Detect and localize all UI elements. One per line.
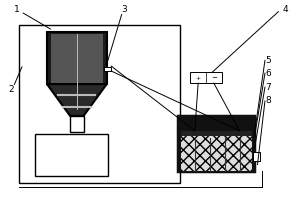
Bar bbox=[253, 152, 260, 161]
Text: −: − bbox=[211, 75, 217, 81]
Bar bbox=[35, 134, 108, 176]
Text: 7: 7 bbox=[265, 83, 271, 92]
Bar bbox=[19, 25, 180, 183]
Bar bbox=[47, 32, 107, 84]
Bar bbox=[181, 131, 252, 136]
Text: 5: 5 bbox=[265, 56, 271, 65]
Bar bbox=[51, 34, 103, 83]
Bar bbox=[190, 72, 222, 83]
Text: 4: 4 bbox=[283, 5, 289, 14]
Text: 8: 8 bbox=[265, 96, 271, 105]
Bar bbox=[181, 134, 252, 171]
Polygon shape bbox=[47, 84, 107, 116]
Text: 2: 2 bbox=[8, 85, 14, 94]
Text: 1: 1 bbox=[14, 5, 20, 14]
Text: 3: 3 bbox=[122, 5, 128, 14]
Bar bbox=[70, 116, 84, 132]
Text: 6: 6 bbox=[265, 69, 271, 78]
Text: +: + bbox=[196, 76, 201, 81]
Bar bbox=[104, 67, 111, 71]
Bar bbox=[178, 116, 254, 172]
